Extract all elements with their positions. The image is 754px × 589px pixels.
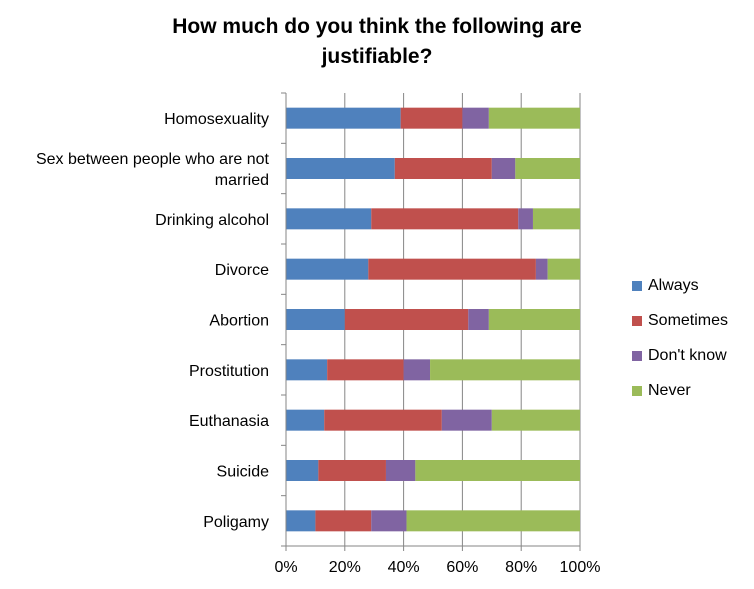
- bar-segment: [286, 208, 372, 230]
- bar-segment: [415, 460, 580, 481]
- bar-segment: [286, 309, 345, 330]
- legend: Always Sometimes Don't know Never: [632, 268, 728, 408]
- chart-title-line-2: justifiable?: [321, 45, 433, 68]
- bar-segment: [286, 258, 369, 280]
- bar-segment: [286, 158, 395, 179]
- labels: 0% 20% 40% 60% 80% 100% Homosexuality Sex betwe…: [36, 111, 601, 576]
- bar-segment: [462, 107, 489, 129]
- legend-label: Never: [648, 381, 691, 399]
- bar-segment: [491, 158, 516, 179]
- x-tick-label: 40%: [388, 559, 420, 576]
- legend-swatch: [632, 280, 642, 291]
- category-label: Abortion: [209, 313, 269, 330]
- bar-segment: [394, 158, 492, 179]
- category-label: Drinking alcohol: [155, 212, 269, 229]
- x-tick-label: 60%: [446, 559, 478, 576]
- bar-segment: [368, 258, 536, 280]
- category-label: Suicide: [217, 464, 270, 481]
- bar-segment: [315, 510, 372, 532]
- legend-item: Always: [632, 268, 728, 303]
- legend-item: Don't know: [632, 338, 728, 373]
- bar-segment: [318, 460, 386, 481]
- chart-title: How much do you think the following are …: [0, 12, 754, 72]
- bar-segment: [468, 309, 489, 330]
- legend-label: Sometimes: [648, 311, 729, 329]
- bar-segment: [430, 359, 580, 381]
- legend-item: Never: [632, 373, 728, 408]
- bar-segment: [286, 510, 316, 532]
- legend-swatch: [632, 315, 642, 326]
- category-label: Prostitution: [189, 363, 269, 380]
- bar-segment: [532, 208, 580, 230]
- x-tick-label: 20%: [329, 559, 361, 576]
- legend-label: Always: [648, 276, 699, 294]
- bar-segment: [400, 107, 463, 129]
- bar-segment: [403, 359, 431, 381]
- axes: [281, 92, 581, 551]
- bar-segment: [491, 409, 580, 431]
- bar-segment: [518, 208, 533, 230]
- legend-swatch: [632, 385, 642, 396]
- x-tick-label: 80%: [505, 559, 537, 576]
- chart-title-line-1: How much do you think the following are: [172, 15, 582, 38]
- bar-segment: [324, 409, 442, 431]
- x-tick-label: 100%: [560, 559, 601, 576]
- category-label: married: [215, 172, 269, 189]
- bar-segment: [344, 309, 469, 330]
- bar-segment: [535, 258, 548, 280]
- bar-segment: [441, 409, 492, 431]
- bar-segment: [385, 460, 416, 481]
- legend-label: Don't know: [648, 346, 727, 364]
- category-label: Divorce: [215, 262, 269, 279]
- category-label: Sex between people who are not: [36, 151, 270, 168]
- legend-item: Sometimes: [632, 303, 728, 338]
- category-label: Homosexuality: [164, 111, 269, 128]
- bar-segment: [371, 208, 519, 230]
- category-label: Euthanasia: [189, 413, 269, 430]
- bar-segment: [547, 258, 580, 280]
- bar-segment: [286, 359, 328, 381]
- bar-segment: [488, 107, 580, 129]
- legend-swatch: [632, 350, 642, 361]
- category-label: Poligamy: [203, 514, 269, 531]
- bar-segment: [286, 107, 401, 129]
- bar-segment: [286, 409, 325, 431]
- bar-segment: [488, 309, 580, 330]
- x-tick-label: 0%: [274, 559, 297, 576]
- bar-segment: [327, 359, 404, 381]
- bar-segment: [515, 158, 580, 179]
- bars: [286, 107, 580, 532]
- bar-segment: [406, 510, 580, 532]
- bar-segment: [371, 510, 407, 532]
- bar-segment: [286, 460, 319, 481]
